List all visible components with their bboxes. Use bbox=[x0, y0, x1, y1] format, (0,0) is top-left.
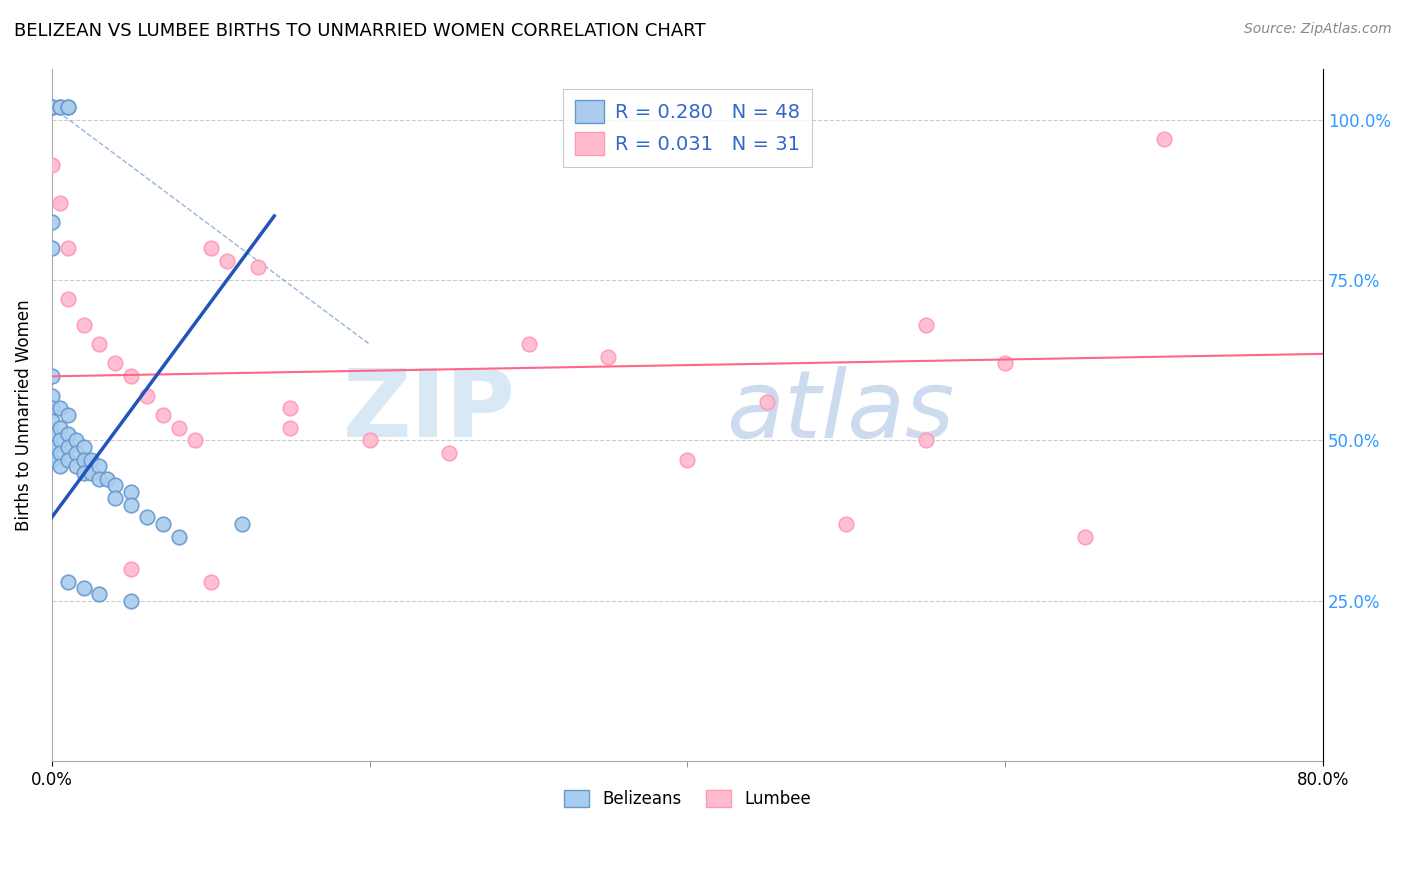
Point bbox=[41, 401, 63, 416]
Point bbox=[89, 587, 111, 601]
Point bbox=[120, 498, 142, 512]
Point bbox=[56, 427, 79, 442]
Point bbox=[104, 491, 127, 505]
Point bbox=[167, 420, 190, 434]
Point bbox=[104, 357, 127, 371]
Point bbox=[41, 100, 63, 114]
Point bbox=[41, 241, 63, 255]
Point bbox=[96, 472, 118, 486]
Point bbox=[755, 395, 778, 409]
Point bbox=[41, 215, 63, 229]
Point bbox=[136, 388, 159, 402]
Point bbox=[914, 318, 936, 332]
Point bbox=[200, 574, 222, 589]
Text: ZIP: ZIP bbox=[343, 366, 516, 458]
Point bbox=[72, 452, 94, 467]
Point bbox=[994, 357, 1017, 371]
Point bbox=[120, 594, 142, 608]
Point bbox=[89, 337, 111, 351]
Point bbox=[56, 241, 79, 255]
Point bbox=[56, 440, 79, 454]
Point bbox=[56, 574, 79, 589]
Point bbox=[48, 434, 70, 448]
Point bbox=[48, 459, 70, 474]
Point bbox=[152, 408, 174, 422]
Point bbox=[136, 510, 159, 524]
Point bbox=[65, 446, 87, 460]
Point bbox=[1074, 530, 1097, 544]
Point bbox=[247, 260, 270, 275]
Point bbox=[48, 420, 70, 434]
Point bbox=[41, 414, 63, 428]
Point bbox=[56, 100, 79, 114]
Point bbox=[200, 241, 222, 255]
Point bbox=[120, 369, 142, 384]
Legend: Belizeans, Lumbee: Belizeans, Lumbee bbox=[557, 783, 818, 815]
Point bbox=[517, 337, 540, 351]
Point bbox=[56, 408, 79, 422]
Point bbox=[596, 350, 619, 364]
Point bbox=[104, 478, 127, 492]
Point bbox=[41, 100, 63, 114]
Point bbox=[120, 484, 142, 499]
Point bbox=[1153, 132, 1175, 146]
Point bbox=[56, 100, 79, 114]
Point bbox=[184, 434, 207, 448]
Point bbox=[48, 100, 70, 114]
Point bbox=[41, 440, 63, 454]
Point bbox=[48, 196, 70, 211]
Point bbox=[48, 100, 70, 114]
Point bbox=[437, 446, 460, 460]
Point bbox=[41, 427, 63, 442]
Point bbox=[48, 401, 70, 416]
Point bbox=[41, 452, 63, 467]
Point bbox=[278, 420, 301, 434]
Point bbox=[72, 466, 94, 480]
Point bbox=[152, 516, 174, 531]
Point bbox=[65, 434, 87, 448]
Point bbox=[65, 459, 87, 474]
Point bbox=[359, 434, 381, 448]
Point bbox=[120, 562, 142, 576]
Point bbox=[278, 401, 301, 416]
Point bbox=[835, 516, 858, 531]
Point bbox=[72, 318, 94, 332]
Point bbox=[41, 388, 63, 402]
Text: atlas: atlas bbox=[725, 366, 955, 457]
Text: Source: ZipAtlas.com: Source: ZipAtlas.com bbox=[1244, 22, 1392, 37]
Point bbox=[676, 452, 699, 467]
Point bbox=[231, 516, 253, 531]
Point bbox=[41, 158, 63, 172]
Y-axis label: Births to Unmarried Women: Births to Unmarried Women bbox=[15, 299, 32, 531]
Point bbox=[80, 466, 103, 480]
Point bbox=[89, 472, 111, 486]
Text: BELIZEAN VS LUMBEE BIRTHS TO UNMARRIED WOMEN CORRELATION CHART: BELIZEAN VS LUMBEE BIRTHS TO UNMARRIED W… bbox=[14, 22, 706, 40]
Point bbox=[215, 253, 238, 268]
Point bbox=[80, 452, 103, 467]
Point bbox=[72, 581, 94, 595]
Point bbox=[89, 459, 111, 474]
Point bbox=[41, 100, 63, 114]
Point bbox=[56, 452, 79, 467]
Point bbox=[48, 446, 70, 460]
Point bbox=[41, 369, 63, 384]
Point bbox=[914, 434, 936, 448]
Point bbox=[167, 530, 190, 544]
Point bbox=[56, 293, 79, 307]
Point bbox=[72, 440, 94, 454]
